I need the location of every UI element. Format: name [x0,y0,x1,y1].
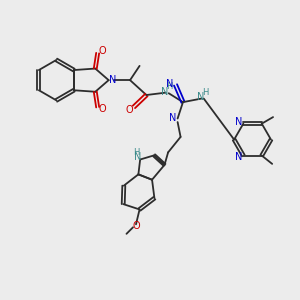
Text: N: N [235,117,243,127]
Text: O: O [99,46,106,56]
Text: N: N [197,92,205,102]
Text: H: H [166,82,172,91]
Text: N: N [134,152,142,162]
Text: N: N [235,152,243,162]
Text: N: N [161,87,168,97]
Text: O: O [132,221,140,231]
Text: H: H [202,88,209,97]
Text: N: N [167,79,174,89]
Text: O: O [125,105,133,115]
Text: H: H [134,148,140,158]
Text: O: O [99,104,106,114]
Text: N: N [110,75,117,85]
Text: N: N [169,113,176,124]
